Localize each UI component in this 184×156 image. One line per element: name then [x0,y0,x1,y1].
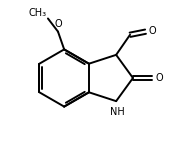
Text: CH₃: CH₃ [28,8,46,18]
Text: O: O [55,19,63,29]
Text: NH: NH [110,107,125,117]
Text: O: O [149,26,157,36]
Text: O: O [156,73,163,83]
